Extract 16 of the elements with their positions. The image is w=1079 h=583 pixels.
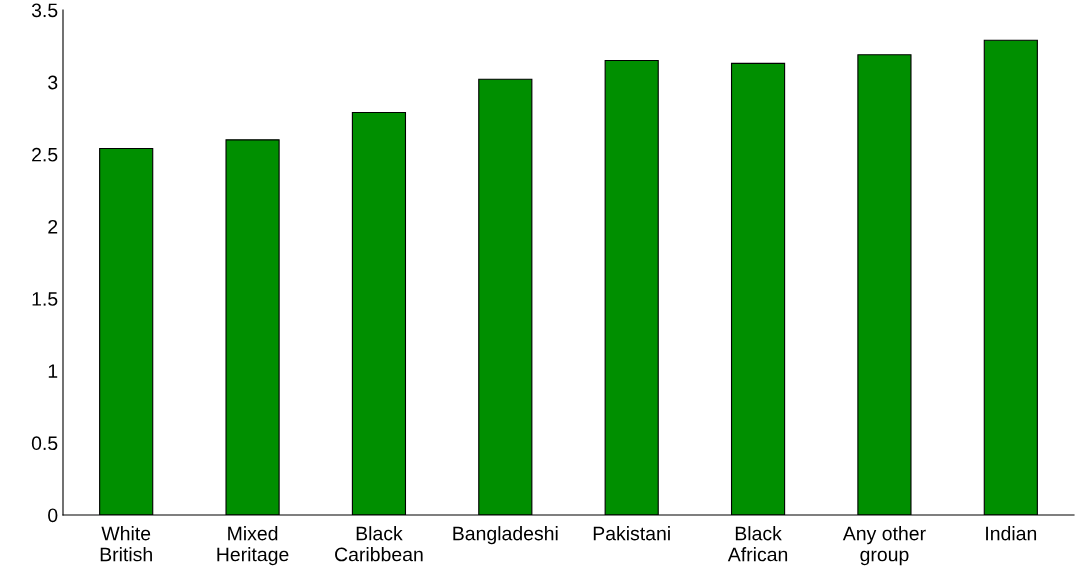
y-tick-label: 1.5 — [32, 292, 58, 306]
y-tick-label: 3.5 — [31, 3, 58, 18]
y-tick-label: 2 — [48, 219, 58, 234]
y-tick-label: 2.5 — [32, 147, 58, 162]
x-tick-label: Indian — [986, 526, 1037, 541]
x-tick-label: Pakistani — [593, 526, 670, 541]
x-tick-label: White British — [100, 526, 152, 562]
x-tick-label: Black Caribbean — [335, 526, 423, 562]
x-tick-label: Bangladeshi — [453, 526, 558, 545]
x-tick-label: Any other group — [842, 526, 926, 566]
y-tick-label: 1 — [48, 364, 58, 378]
y-tick-label: 0 — [48, 508, 58, 523]
x-tick-label: Black African — [727, 526, 788, 562]
y-tick-label: 0.5 — [31, 436, 58, 451]
x-tick-label: Mixed Heritage — [217, 526, 289, 566]
y-tick-label: 3 — [48, 75, 58, 90]
